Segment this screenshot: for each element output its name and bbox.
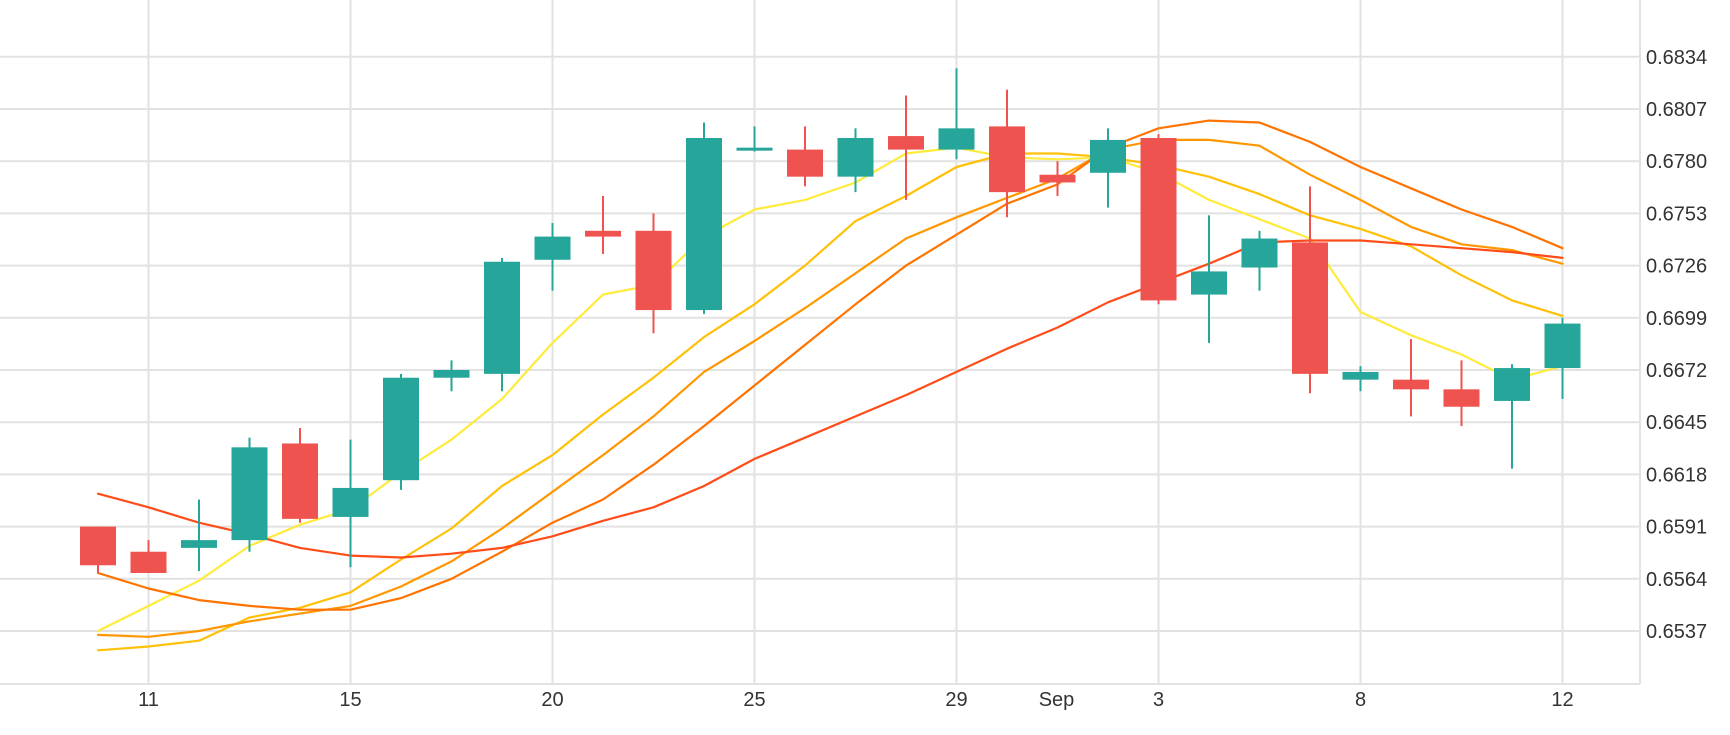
y-axis: 0.6537 0.6564 0.6591 0.6618 0.6645 0.6672 0.66… (1646, 47, 1707, 643)
x-axis: 11 15 20 25 29 Sep 3 8 12 (138, 689, 1574, 711)
candle-body-down (1443, 389, 1480, 407)
candle-body-down (282, 443, 318, 519)
candle-body-up (433, 370, 470, 378)
candle-body-up (1342, 371, 1379, 380)
series-line (96, 239, 1564, 559)
candle-body-up (534, 236, 571, 260)
candle-body-down (787, 149, 823, 177)
y-tick-label: 0.6618 (1646, 464, 1707, 486)
candle-body-up (332, 487, 369, 517)
candle-body-up (484, 261, 520, 374)
x-tick-label: 25 (743, 689, 765, 711)
y-tick-label: 0.6564 (1646, 569, 1707, 591)
candle-body-down (1140, 138, 1177, 301)
x-tick-label: 29 (945, 689, 967, 711)
x-tick-label: 8 (1355, 689, 1366, 711)
x-tick-label: 11 (138, 689, 159, 711)
y-tick-label: 0.6699 (1646, 308, 1707, 330)
candle-body-down (1393, 379, 1429, 390)
y-tick-label: 0.6645 (1646, 412, 1707, 434)
x-tick-label: 15 (339, 689, 361, 711)
y-tick-label: 0.6807 (1646, 99, 1707, 121)
candle-body-up (383, 377, 419, 481)
candle-body-down (80, 526, 116, 566)
candle-body-up (1191, 271, 1227, 295)
candle-body-down (989, 126, 1025, 193)
candle-body-up (1544, 323, 1581, 369)
candle-body-down (1039, 174, 1076, 183)
moving-average-lines (96, 119, 1564, 652)
y-tick-label: 0.6672 (1646, 360, 1707, 382)
candle-body-up (686, 138, 722, 311)
candle-body-down (888, 136, 924, 150)
y-tick-label: 0.6537 (1646, 621, 1707, 643)
candle-body-up (1241, 238, 1278, 268)
candle-body-up (1090, 139, 1126, 173)
y-tick-label: 0.6726 (1646, 256, 1707, 278)
series-line (96, 146, 1564, 633)
candle-body-down (635, 230, 672, 311)
x-tick-label: Sep (1039, 689, 1075, 711)
grid-lines (0, 0, 1641, 685)
x-tick-label: 3 (1153, 689, 1164, 711)
x-tick-label: 12 (1551, 689, 1573, 711)
candle-body-up (181, 540, 217, 548)
series-line (96, 138, 1564, 638)
candle-body-up (837, 138, 874, 177)
y-tick-label: 0.6780 (1646, 151, 1707, 173)
candle-body-up (231, 447, 268, 541)
candle-body-up (736, 147, 773, 151)
series-line (96, 119, 1564, 611)
candle-body-down (130, 551, 167, 573)
y-tick-label: 0.6753 (1646, 203, 1707, 225)
y-tick-label: 0.6591 (1646, 517, 1707, 539)
x-tick-label: 20 (541, 689, 563, 711)
series-line (96, 152, 1564, 652)
candle-body-up (938, 128, 975, 150)
candle-body-up (1494, 368, 1530, 401)
candles (80, 68, 1581, 573)
y-tick-label: 0.6834 (1646, 47, 1707, 69)
candle-body-down (1292, 242, 1328, 374)
candle-body-down (585, 230, 621, 237)
